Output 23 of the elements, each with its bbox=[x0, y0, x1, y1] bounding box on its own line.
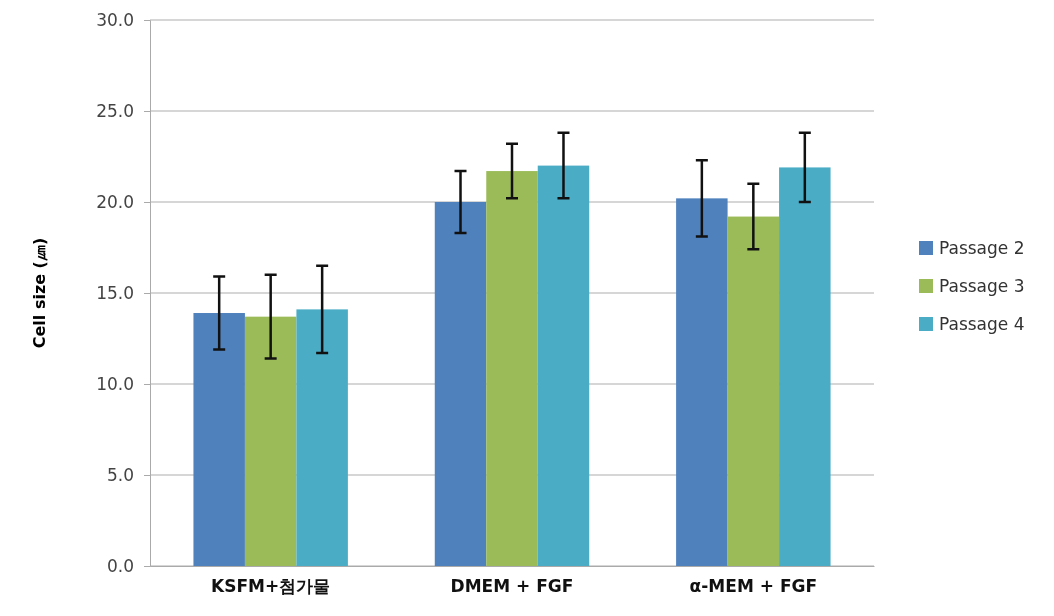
bar bbox=[537, 165, 590, 566]
y-tick-label: 15.0 bbox=[96, 282, 134, 303]
bar bbox=[779, 167, 831, 566]
bar bbox=[727, 216, 780, 566]
y-axis-title: Cell size (㎛) bbox=[30, 237, 49, 349]
y-tick-label: 20.0 bbox=[96, 191, 134, 212]
legend-label: Passage 4 bbox=[939, 313, 1025, 334]
bar bbox=[486, 171, 538, 566]
y-tick-label: 10.0 bbox=[96, 373, 134, 394]
y-tick-label: 30.0 bbox=[96, 9, 134, 30]
bar bbox=[296, 309, 348, 566]
bar bbox=[244, 316, 297, 566]
x-tick-label: DMEM + FGF bbox=[450, 576, 574, 597]
legend-label: Passage 2 bbox=[939, 237, 1025, 258]
bar bbox=[193, 313, 245, 566]
x-tick-label: α-MEM + FGF bbox=[689, 576, 818, 597]
legend-label: Passage 3 bbox=[939, 275, 1025, 296]
y-tick-label: 25.0 bbox=[96, 100, 134, 121]
y-tick-label: 0.0 bbox=[106, 555, 134, 576]
y-tick-label: 5.0 bbox=[106, 464, 134, 485]
bar bbox=[676, 198, 728, 566]
bar bbox=[434, 202, 487, 566]
x-tick-label: KSFM+첨가물 bbox=[211, 576, 331, 597]
